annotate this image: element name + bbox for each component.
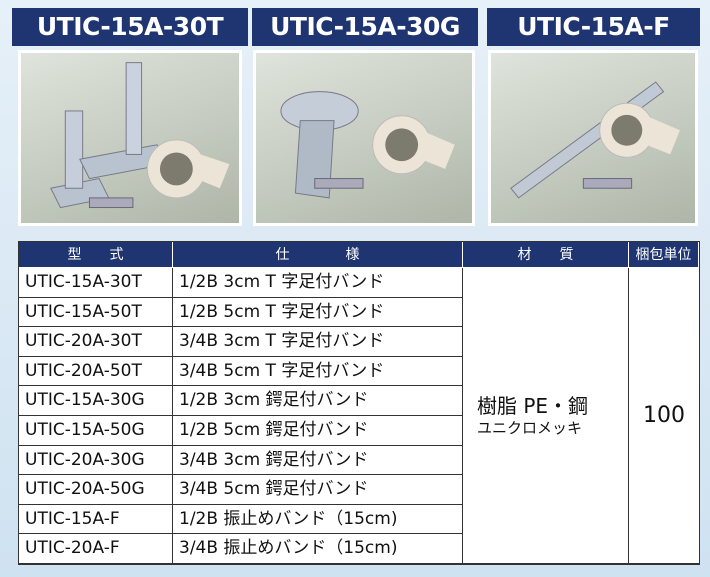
model-cell: UTIC-15A-50G — [19, 416, 173, 446]
model-cell: UTIC-15A-F — [19, 504, 173, 535]
product-title: UTIC-15A-30T — [12, 8, 248, 46]
spec-cell: 1/2B 3cm 鍔足付バンド — [173, 386, 463, 416]
packing-cell: 100 — [629, 268, 699, 564]
spec-cell: 3/4B 5cm 鍔足付バンド — [173, 475, 463, 505]
product-photo — [18, 50, 242, 226]
model-cell: UTIC-20A-50T — [19, 356, 173, 387]
spec-cell: 1/2B 3cm T 字足付バンド — [173, 268, 463, 298]
spec-cell: 3/4B 3cm T 字足付バンド — [173, 327, 463, 357]
material-text: ユニクロメッキ — [477, 418, 583, 437]
product-photo — [253, 50, 475, 226]
product-photo — [488, 50, 698, 226]
spec-cell: 1/2B 5cm T 字足付バンド — [173, 297, 463, 328]
material-text: 樹脂 PE・鋼 — [477, 393, 589, 418]
product-title: UTIC-15A-F — [487, 8, 700, 46]
spec-table: 型 式仕 様材 質梱包単位 UTIC-15A-30T 1/2B 3cm T 字足付バ… — [18, 241, 700, 565]
spec-cell: 3/4B 振止めバンド（15cm) — [173, 534, 463, 564]
model-cell: UTIC-15A-30G — [19, 386, 173, 416]
spec-cell: 1/2B 5cm 鍔足付バンド — [173, 416, 463, 446]
spec-cell: 1/2B 振止めバンド（15cm) — [173, 504, 463, 535]
product-title: UTIC-15A-30G — [252, 8, 478, 46]
model-cell: UTIC-20A-50G — [19, 475, 173, 505]
spec-cell: 3/4B 5cm T 字足付バンド — [173, 356, 463, 387]
model-cell: UTIC-20A-30G — [19, 445, 173, 476]
material-cell: 樹脂 PE・鋼 ユニクロメッキ — [463, 268, 629, 564]
model-cell: UTIC-20A-30T — [19, 327, 173, 357]
header-cell: 梱包単位 — [629, 242, 699, 268]
header-cell: 仕 様 — [173, 242, 463, 268]
model-cell: UTIC-20A-F — [19, 534, 173, 564]
header-cell: 材 質 — [463, 242, 629, 268]
model-cell: UTIC-15A-50T — [19, 297, 173, 328]
spec-cell: 3/4B 3cm 鍔足付バンド — [173, 445, 463, 476]
header-cell: 型 式 — [19, 242, 173, 268]
model-cell: UTIC-15A-30T — [19, 268, 173, 298]
